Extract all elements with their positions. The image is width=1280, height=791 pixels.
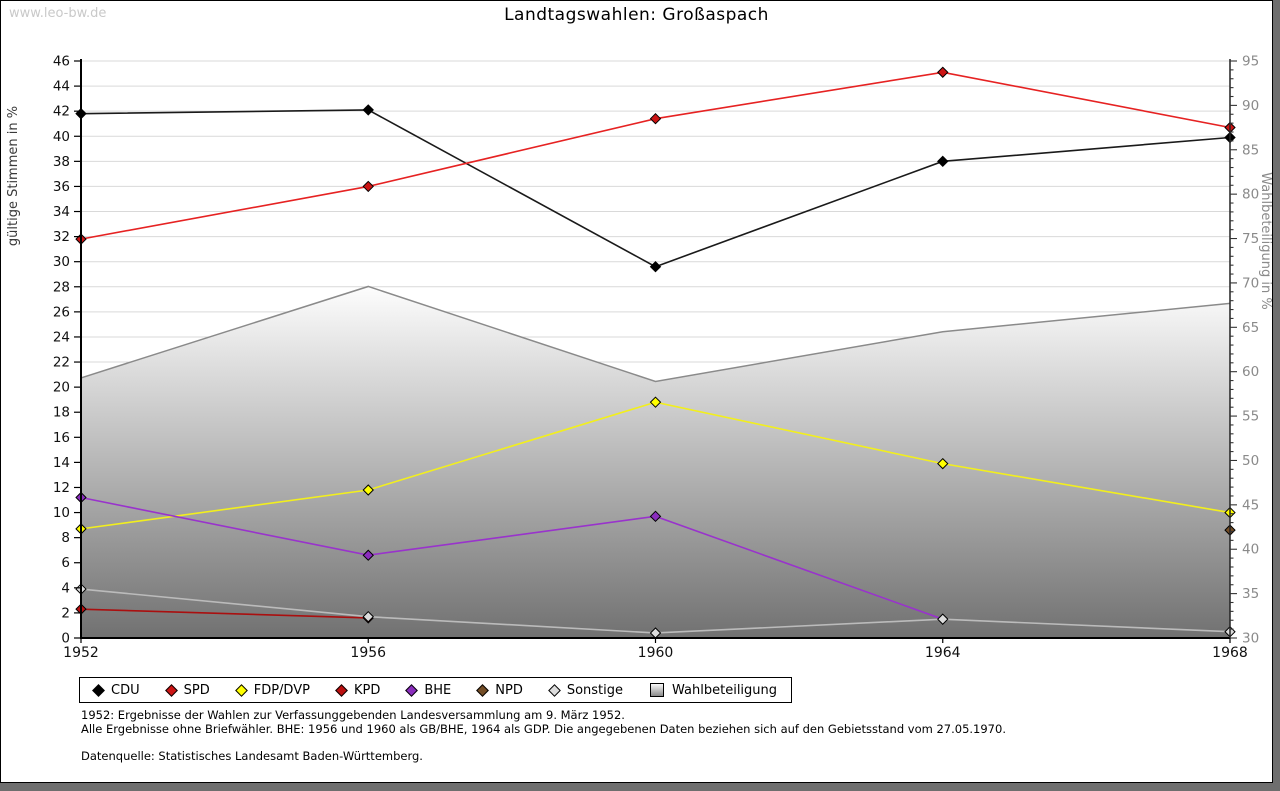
footnotes: 1952: Ergebnisse der Wahlen zur Verfassu… <box>81 708 1006 764</box>
data-point-bhe-1960 <box>649 510 662 523</box>
legend-label: KPD <box>353 682 381 698</box>
legend-marker-diamond <box>234 683 248 697</box>
series-spd <box>75 66 1236 245</box>
svg-text:18: 18 <box>53 405 70 421</box>
chart-title: Landtagswahlen: Großaspach <box>504 5 769 25</box>
data-point-sonstige-1956 <box>362 610 374 623</box>
legend-item-wahlbeteiligung: Wahlbeteiligung <box>650 683 777 698</box>
svg-text:0: 0 <box>61 631 70 647</box>
svg-text:28: 28 <box>53 279 70 295</box>
data-point-fdp-dvp-1956 <box>362 484 374 496</box>
svg-text:45: 45 <box>1242 497 1259 513</box>
svg-text:4: 4 <box>61 580 70 596</box>
svg-text:65: 65 <box>1242 320 1259 336</box>
svg-text:55: 55 <box>1242 409 1259 425</box>
legend-label: NPD <box>495 682 523 698</box>
watermark: www.leo-bw.de <box>9 6 107 21</box>
legend-marker-diamond <box>405 683 419 697</box>
data-point-spd-1964 <box>937 66 949 78</box>
svg-text:30: 30 <box>53 254 70 270</box>
svg-text:1960: 1960 <box>638 645 674 661</box>
series-cdu <box>75 104 1236 273</box>
legend-marker-area <box>650 683 665 697</box>
svg-text:50: 50 <box>1242 453 1259 469</box>
legend-marker-diamond <box>335 683 348 697</box>
svg-text:38: 38 <box>53 154 70 170</box>
svg-text:40: 40 <box>53 129 70 145</box>
svg-text:8: 8 <box>61 530 70 546</box>
svg-text:85: 85 <box>1242 142 1259 158</box>
svg-text:10: 10 <box>53 505 70 521</box>
svg-text:30: 30 <box>1242 631 1259 647</box>
svg-text:36: 36 <box>53 179 70 195</box>
svg-text:42: 42 <box>53 104 70 120</box>
svg-text:75: 75 <box>1242 231 1259 247</box>
data-point-cdu-1964 <box>937 155 949 168</box>
data-point-spd-1956 <box>362 180 374 193</box>
svg-text:1964: 1964 <box>925 645 961 661</box>
footnote-source: Datenquelle: Statistisches Landesamt Bad… <box>81 749 423 763</box>
legend-item-kpd: KPD <box>335 682 381 698</box>
svg-text:70: 70 <box>1242 275 1259 291</box>
right-axis-ticks: 30 35 40 45 50 55 60 65 70 75 80 85 90 95 <box>1230 54 1259 647</box>
left-axis-ticks: 0246810121416182022242628303234363840424… <box>53 54 81 647</box>
svg-text:24: 24 <box>53 329 70 345</box>
svg-text:2: 2 <box>61 605 70 621</box>
footnote-line-1: 1952: Ergebnisse der Wahlen zur Verfassu… <box>81 708 625 722</box>
svg-text:95: 95 <box>1242 54 1259 70</box>
svg-text:90: 90 <box>1242 98 1259 114</box>
legend-marker-diamond <box>164 683 178 697</box>
svg-text:80: 80 <box>1242 187 1259 203</box>
legend-label: CDU <box>111 682 140 698</box>
svg-text:1968: 1968 <box>1212 645 1248 661</box>
svg-text:1952: 1952 <box>63 645 99 661</box>
legend-label: SPD <box>183 682 210 698</box>
turnout-area <box>80 285 1231 638</box>
svg-text:16: 16 <box>53 430 70 446</box>
legend-label: Wahlbeteiligung <box>672 682 778 698</box>
x-axis-ticks: 1952 1956 1960 1964 1968 <box>63 638 1248 661</box>
svg-text:35: 35 <box>1242 586 1259 602</box>
legend-item-cdu: CDU <box>92 682 140 698</box>
data-point-spd-1960 <box>649 112 662 125</box>
legend-item-spd: SPD <box>164 682 210 698</box>
footnote-line-2: Alle Ergebnisse ohne Briefwähler. BHE: 1… <box>81 721 1006 736</box>
legend-label: Sonstige <box>566 682 624 698</box>
svg-text:46: 46 <box>53 54 70 70</box>
legend-item-fdp-dvp: FDP/DVP <box>234 682 310 698</box>
svg-text:22: 22 <box>53 355 70 371</box>
legend-item-npd: NPD <box>476 682 523 698</box>
legend-item-sonstige: Sonstige <box>547 682 624 698</box>
data-point-fdp-dvp-1964 <box>937 457 949 470</box>
legend-item-bhe: BHE <box>405 682 452 698</box>
svg-text:14: 14 <box>53 455 70 471</box>
data-point-sonstige-1964 <box>937 613 949 625</box>
svg-text:12: 12 <box>53 480 70 496</box>
svg-text:40: 40 <box>1242 542 1259 558</box>
data-point-cdu-1960 <box>649 261 662 273</box>
data-point-cdu-1956 <box>362 104 374 116</box>
left-axis-title: gültige Stimmen in % <box>6 106 21 246</box>
data-point-bhe-1956 <box>362 549 374 561</box>
legend-box: CDU SPD FDP/DVP KPD BHE NPD Sonstige Wahlbeteil… <box>79 677 793 703</box>
legend-label: FDP/DVP <box>253 682 310 698</box>
legend-marker-diamond <box>476 683 490 697</box>
legend-marker-diamond <box>547 683 561 697</box>
svg-text:1956: 1956 <box>350 645 386 661</box>
legend-label: BHE <box>424 682 452 698</box>
svg-text:44: 44 <box>53 79 70 95</box>
svg-text:6: 6 <box>61 555 70 571</box>
svg-text:60: 60 <box>1242 364 1259 380</box>
svg-text:26: 26 <box>53 304 70 320</box>
data-point-fdp-dvp-1960 <box>649 396 662 408</box>
right-axis-title: Wahlbeteiligung in % <box>1258 172 1273 309</box>
svg-text:34: 34 <box>53 204 70 220</box>
svg-text:20: 20 <box>53 380 70 396</box>
svg-text:32: 32 <box>53 229 70 245</box>
legend-marker-diamond <box>92 683 105 697</box>
